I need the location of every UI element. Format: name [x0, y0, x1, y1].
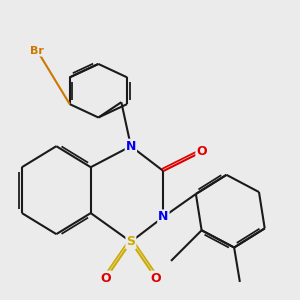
Text: N: N: [158, 210, 169, 224]
Text: O: O: [150, 272, 161, 285]
Text: O: O: [196, 146, 207, 158]
Text: S: S: [126, 235, 135, 248]
Text: Br: Br: [30, 46, 44, 56]
Text: N: N: [126, 140, 136, 153]
Text: O: O: [101, 272, 111, 285]
